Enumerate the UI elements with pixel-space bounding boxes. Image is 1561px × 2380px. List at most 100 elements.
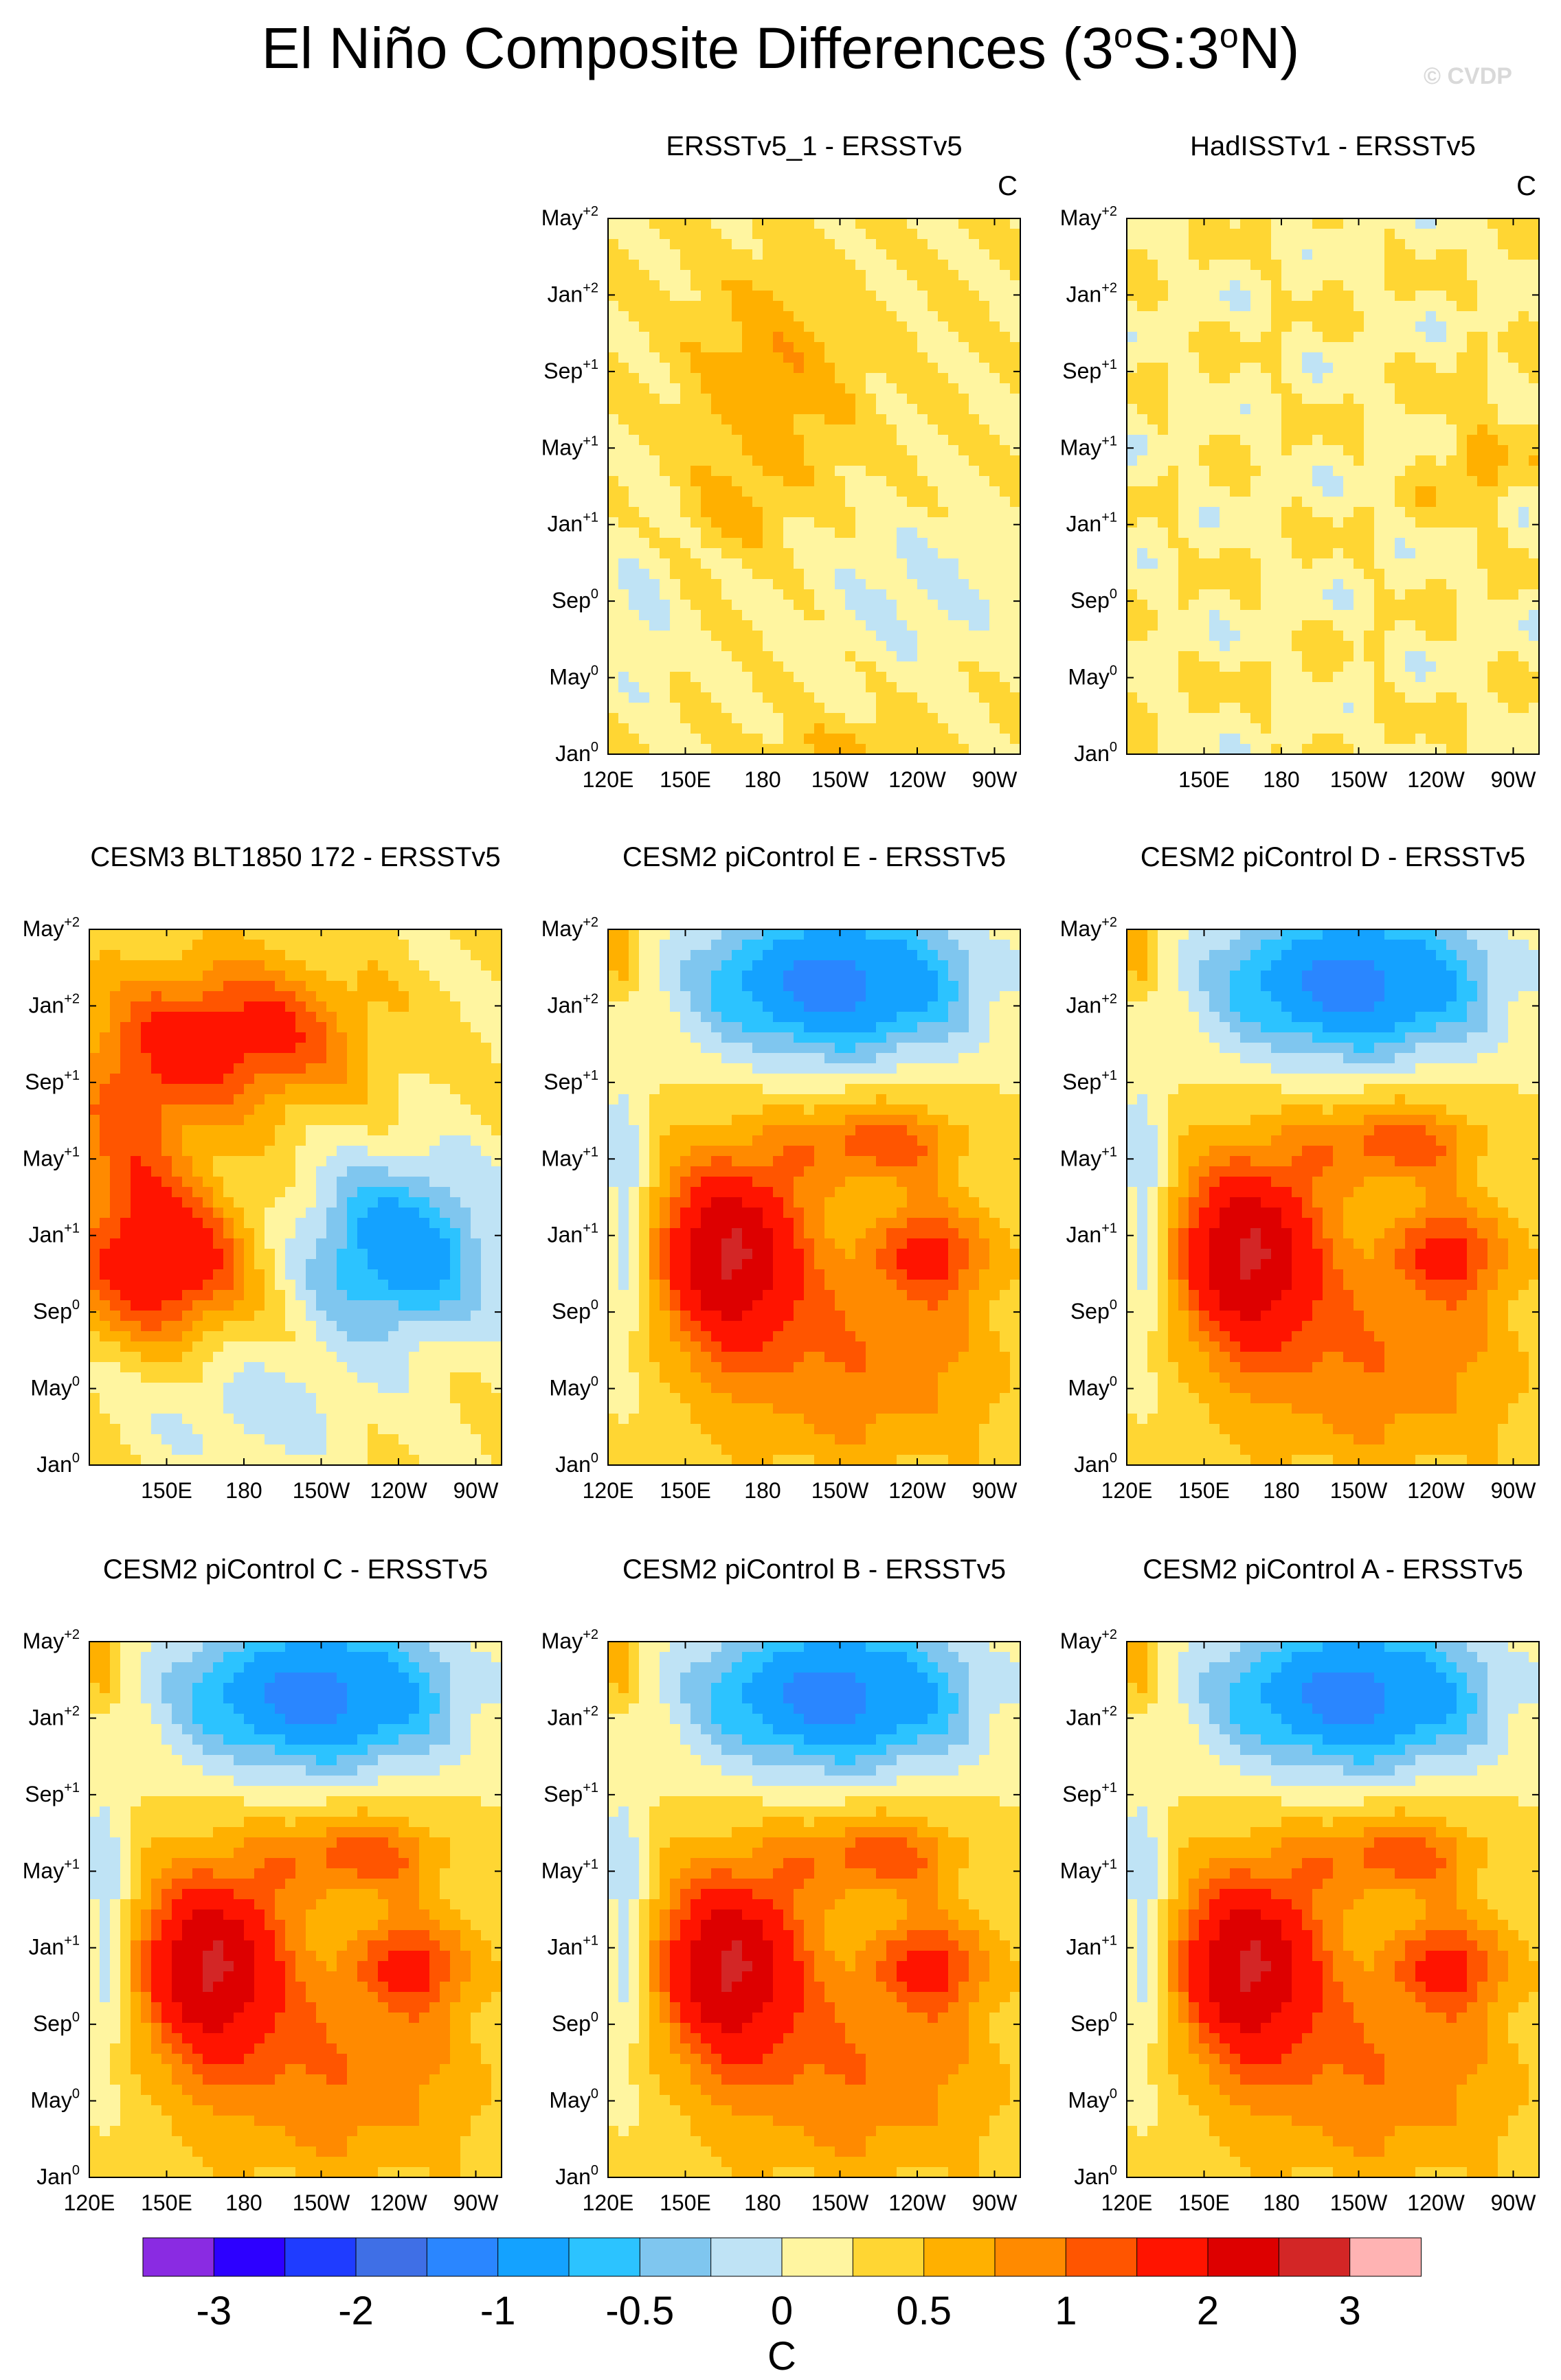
field-cell (1168, 713, 1179, 724)
field-cell (1354, 373, 1365, 384)
field-cell (979, 270, 990, 281)
field-cell (1137, 610, 1148, 621)
field-cell (1467, 466, 1478, 477)
field-cell (1178, 445, 1189, 456)
field-cell (649, 507, 660, 518)
field-cell (1147, 301, 1158, 312)
field-cell (1374, 538, 1385, 549)
field-cell (721, 239, 732, 250)
field-cell (824, 631, 835, 642)
field-cell (907, 661, 918, 672)
field-cell (1498, 548, 1509, 559)
field-cell (89, 1001, 100, 1012)
field-cell (1529, 579, 1540, 590)
field-cell (835, 280, 846, 291)
field-cell (618, 672, 629, 683)
field-cell (1000, 538, 1011, 549)
field-cell (295, 1063, 306, 1074)
field-cell (131, 940, 142, 951)
field-cell (1436, 497, 1447, 508)
field-cell (1158, 682, 1169, 693)
field-cell (907, 703, 918, 714)
field-cell (1312, 414, 1323, 425)
field-cell (1364, 486, 1375, 497)
field-cell (347, 1074, 358, 1085)
field-cell (618, 579, 629, 590)
field-cell (660, 610, 671, 621)
field-cell (629, 321, 640, 332)
field-cell (804, 723, 815, 734)
field-cell (711, 682, 722, 693)
field-cell (120, 1104, 131, 1115)
field-cell (1271, 394, 1282, 405)
field-cell (608, 373, 619, 384)
field-cell (680, 589, 691, 600)
field-cell (804, 383, 815, 394)
field-cell (804, 455, 815, 466)
field-cell (701, 517, 712, 528)
field-cell (660, 229, 671, 240)
field-cell (1374, 631, 1385, 642)
field-cell (804, 486, 815, 497)
field-cell (1446, 744, 1457, 755)
field-cell (1209, 363, 1220, 374)
field-cell (1168, 394, 1179, 405)
field-cell (639, 321, 650, 332)
field-cell (1250, 661, 1261, 672)
field-cell (110, 950, 121, 961)
field-cell (1000, 218, 1011, 229)
field-cell (1374, 600, 1385, 611)
field-cell (131, 1084, 142, 1095)
field-cell (1518, 321, 1529, 332)
field-cell (845, 528, 856, 539)
field-cell (928, 507, 939, 518)
field-cell (773, 311, 784, 322)
field-cell (794, 466, 805, 477)
field-cell (608, 394, 619, 405)
field-cell (773, 682, 784, 693)
field-cell (1529, 270, 1540, 281)
field-cell (649, 466, 660, 477)
field-cell (928, 486, 939, 497)
field-cell (1323, 723, 1334, 734)
field-cell (629, 260, 640, 271)
field-cell (1292, 703, 1303, 714)
field-cell (1518, 383, 1529, 394)
field-cell (1137, 311, 1148, 322)
field-cell (285, 940, 296, 951)
field-cell (948, 507, 959, 518)
field-cell (897, 734, 908, 745)
field-cell (1250, 692, 1261, 703)
field-cell (440, 929, 451, 940)
field-cell (1457, 486, 1468, 497)
field-cell (928, 517, 939, 528)
field-cell (752, 641, 763, 652)
field-cell (1240, 260, 1251, 271)
field-cell (814, 620, 825, 631)
field-cell (814, 600, 825, 611)
field-cell (1168, 383, 1179, 394)
field-cell (1199, 734, 1210, 745)
field-cell (845, 280, 856, 291)
field-cell (649, 404, 660, 415)
field-cell (1395, 249, 1406, 260)
field-cell (1209, 631, 1220, 642)
field-cell (1457, 620, 1468, 631)
field-cell (794, 579, 805, 590)
field-cell (1312, 424, 1323, 435)
field-cell (110, 1012, 121, 1023)
field-cell (1302, 321, 1313, 332)
field-cell (1158, 424, 1169, 435)
field-cell (1010, 569, 1021, 580)
field-cell (969, 558, 980, 569)
field-cell (1457, 528, 1468, 539)
field-cell (295, 1104, 306, 1115)
field-cell (989, 455, 1000, 466)
field-cell (1178, 414, 1189, 425)
field-cell (1384, 239, 1395, 250)
field-cell (1281, 713, 1292, 724)
field-cell (1354, 620, 1365, 631)
field-cell (742, 517, 753, 528)
field-cell (337, 1032, 348, 1043)
field-cell (1281, 507, 1292, 518)
